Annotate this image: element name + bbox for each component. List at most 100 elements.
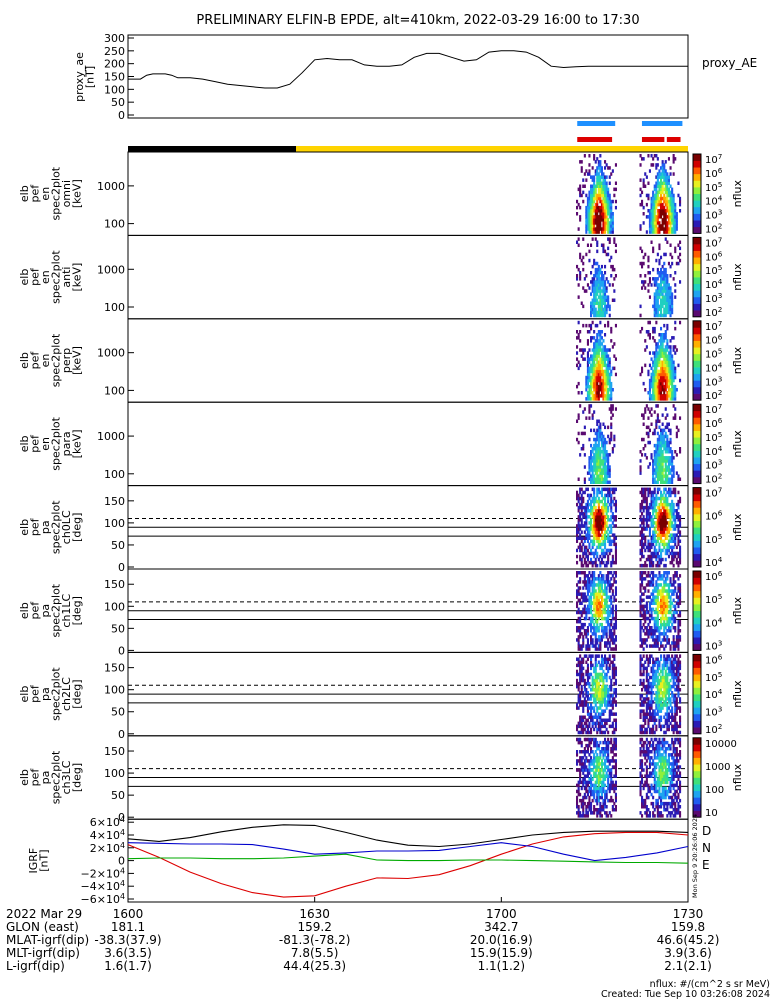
en_omni-pixel (647, 181, 650, 185)
pa_ch2-pixel (642, 666, 645, 671)
en_perp-pixel (600, 348, 603, 352)
en_perp-pixel (590, 336, 593, 340)
pa_ch0-pixel (614, 505, 617, 510)
pa_ch2-pixel (650, 730, 653, 735)
en_para-pixel (672, 468, 675, 472)
en_para-pixel (660, 443, 663, 448)
pa_ch2-pixel (576, 703, 579, 707)
en_omni-pixel (675, 221, 678, 225)
pa_ch1-pixel (644, 571, 647, 575)
en_perp-pixel (599, 357, 602, 361)
en_omni-pixel (644, 184, 647, 188)
en_anti-pixel (602, 280, 605, 284)
en_perp-pixel (597, 366, 600, 371)
pa_ch0-pixel (652, 521, 655, 525)
pa_ch1-pixel (667, 622, 670, 627)
pa_ch0-pixel (596, 554, 599, 559)
en_omni-cbar-title-text: nflux (731, 180, 744, 208)
pa_ch0-pixel (586, 505, 589, 510)
en_omni-pixel (652, 221, 655, 225)
pa_ch1-pixel (599, 589, 602, 593)
en_omni-pixel (672, 196, 675, 201)
pa_ch0-pixel (648, 557, 651, 562)
pa_ch1-pixel (672, 598, 675, 602)
en_omni-pixel (666, 209, 669, 213)
pa_ch2-pixel (667, 718, 670, 722)
pa_ch0-pixel (593, 533, 596, 537)
pa_ch0-pixel (642, 496, 645, 501)
en_perp-pixel (600, 351, 603, 355)
pa_ch2-pixel (667, 654, 670, 658)
pa_ch2-pixel (644, 718, 647, 722)
pa_ch2-pixel (658, 706, 661, 710)
pa_ch2-pixel (652, 712, 655, 716)
en_omni-pixel (599, 178, 602, 182)
en_anti-pixel (611, 298, 614, 302)
en_anti-pixel (597, 313, 600, 318)
pa_ch2-pixel (639, 727, 642, 732)
en_para-pixel (607, 434, 610, 439)
en_omni-pixel (608, 224, 611, 228)
pa_ch1-pixel (641, 577, 644, 581)
pa_ch2-pixel (658, 681, 661, 686)
pa_ch1-pixel (656, 622, 659, 627)
pa_ch1-pixel (599, 601, 602, 605)
pa_ch1-pixel (597, 635, 600, 639)
en_omni-pixel (667, 175, 670, 179)
en_perp-pixel (588, 391, 591, 395)
pa_ch0-pixel (586, 487, 589, 492)
en_perp-pixel (599, 378, 602, 383)
pa_ch1-pixel (596, 626, 599, 630)
pa_ch2-pixel (597, 712, 600, 716)
pa_ch0-pixel (674, 527, 677, 531)
en_para-pixel (607, 453, 610, 457)
en_anti-pixel (663, 310, 666, 315)
en_perp-pixel (663, 394, 666, 398)
en_para-pixel (661, 480, 664, 484)
pa_ch0-pixel (664, 551, 667, 556)
pa_ch1-pixel (672, 592, 675, 596)
pa_ch1-pixel (591, 632, 594, 636)
pa_ch2-pixel (663, 724, 666, 729)
en_para-pixel (594, 468, 597, 472)
en_perp-pixel (591, 363, 594, 368)
en_para-pixel (597, 474, 600, 478)
pa_ch1-pixel (666, 571, 669, 575)
pa_ch0-pixel (644, 542, 647, 547)
en_anti-pixel (666, 280, 669, 284)
pa_ch1-pixel (596, 619, 599, 624)
en_anti-pixel (602, 289, 605, 293)
en_para-pixel (653, 450, 656, 454)
pa_ch2-pixel (642, 724, 645, 729)
pa_ch1-pixel (611, 638, 614, 642)
pa_ch1-pixel (588, 601, 591, 605)
pa_ch2-pixel (671, 715, 674, 719)
pa_ch0-pixel (582, 512, 585, 516)
en_anti-pixel (661, 313, 664, 318)
pa_ch0-pixel (677, 536, 680, 540)
en_anti-pixel (593, 295, 596, 299)
en_para-pixel (661, 422, 664, 426)
pa_ch1-pixel (599, 647, 602, 651)
en_para-pixel (666, 468, 669, 472)
pa_ch1-pixel (586, 641, 589, 645)
pa_ch1-pixel (608, 632, 611, 636)
en_perp-colorbar-label: 103 (705, 374, 722, 389)
pa_ch0-pixel (664, 524, 667, 528)
pa_ch1-pixel (605, 601, 608, 605)
en_omni-pixel (658, 224, 661, 228)
pa_ch1-pixel (644, 589, 647, 593)
pa_ch0-pixel (596, 533, 599, 537)
en_anti-pixel (658, 246, 661, 251)
pa_ch1-pixel (583, 598, 586, 602)
pa_ch2-pixel (576, 672, 579, 677)
en_perp-pixel (658, 333, 661, 337)
pa_ch0-pixel (664, 533, 667, 537)
pa_ch2-pixel (671, 706, 674, 710)
pa_ch1-pixel (599, 604, 602, 609)
pa_ch2-pixel (590, 706, 593, 710)
en_anti-pixel (596, 243, 599, 247)
en_omni-pixel (653, 218, 656, 222)
pa_ch2-pixel (653, 697, 656, 701)
